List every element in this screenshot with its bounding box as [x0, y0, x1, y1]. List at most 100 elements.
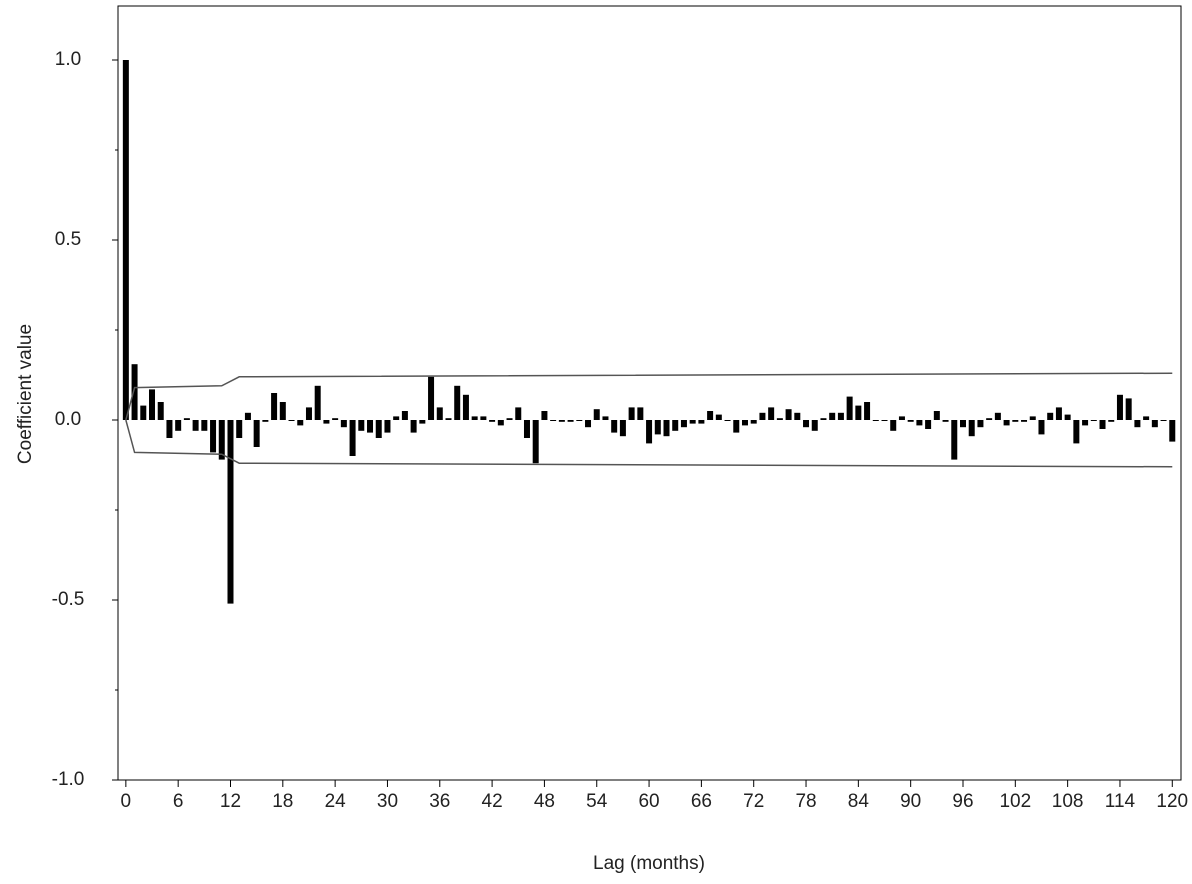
bar [672, 420, 679, 431]
bar [1055, 407, 1062, 420]
bar [759, 412, 766, 420]
bar [794, 412, 801, 420]
bar [1090, 420, 1097, 421]
bar [1116, 394, 1123, 420]
bar [593, 409, 600, 420]
bar [471, 416, 478, 420]
bar [489, 420, 496, 422]
bar [210, 420, 217, 453]
bar [166, 420, 173, 438]
bar [1073, 420, 1080, 444]
bar [803, 420, 810, 428]
x-tick-label: 42 [482, 791, 503, 812]
bar [750, 420, 757, 424]
y-tick-label: -1.0 [52, 769, 85, 790]
bar [1143, 416, 1150, 420]
bar [149, 389, 156, 420]
bar [890, 420, 897, 431]
bar [1082, 420, 1089, 426]
bar [288, 420, 295, 421]
bar [218, 420, 225, 460]
bar [1003, 420, 1010, 426]
bar [367, 420, 374, 433]
bar [654, 420, 661, 435]
x-tick-label: 72 [743, 791, 764, 812]
bar [541, 411, 548, 420]
bar [1021, 420, 1028, 422]
bar [951, 420, 958, 460]
x-tick-label: 66 [691, 791, 712, 812]
bar [724, 420, 731, 421]
bar [497, 420, 504, 426]
bar [567, 420, 574, 422]
bar [271, 393, 278, 420]
x-tick-label: 54 [586, 791, 608, 812]
bar [253, 420, 260, 447]
bar [131, 364, 138, 420]
bar [925, 420, 932, 429]
bar [1160, 420, 1167, 421]
bar [829, 412, 836, 420]
bar [375, 420, 382, 438]
confidence-band [125, 372, 1173, 421]
bar [1064, 414, 1071, 420]
bar [1029, 416, 1036, 420]
bar [244, 412, 251, 420]
bar [279, 402, 286, 420]
bar [515, 407, 522, 420]
bar [454, 385, 461, 420]
bar [1108, 420, 1115, 422]
x-tick-label: 36 [429, 791, 450, 812]
bar [933, 411, 940, 420]
bar [916, 420, 923, 426]
bar [707, 411, 714, 420]
bar [986, 418, 993, 420]
bar [297, 420, 304, 426]
x-tick-label: 114 [1105, 791, 1136, 812]
bar [768, 407, 775, 420]
bar [585, 420, 592, 428]
plot-frame [117, 5, 1182, 781]
bar [401, 411, 408, 420]
bar [733, 420, 740, 433]
x-tick-label: 12 [220, 791, 241, 812]
bar [393, 416, 400, 420]
bar [323, 420, 330, 424]
bar [384, 420, 391, 433]
x-tick-label: 0 [121, 791, 132, 812]
x-tick-label: 24 [325, 791, 347, 812]
bar [785, 409, 792, 420]
bar [602, 416, 609, 420]
bar [611, 420, 618, 433]
bar [864, 402, 871, 420]
bar [175, 420, 182, 431]
bar [698, 420, 705, 424]
bar [140, 405, 147, 420]
bar [1012, 420, 1019, 422]
bar [820, 418, 827, 420]
bar [550, 420, 557, 421]
y-tick-label: 0.0 [55, 409, 81, 430]
bar [872, 420, 879, 421]
bar [227, 420, 234, 604]
confidence-band [125, 419, 1173, 468]
bar [201, 420, 208, 431]
bar [340, 420, 347, 428]
bar [680, 420, 687, 428]
x-tick-label: 18 [272, 791, 293, 812]
bar [959, 420, 966, 428]
bar [419, 420, 426, 424]
bar [314, 385, 321, 420]
y-tick-label: 0.5 [55, 229, 81, 250]
bar [358, 420, 365, 431]
bar [846, 396, 853, 420]
x-tick-label: 84 [848, 791, 870, 812]
x-tick-label: 48 [534, 791, 555, 812]
bar [776, 418, 783, 420]
bar [523, 420, 530, 438]
x-tick-label: 120 [1156, 791, 1188, 812]
bar [898, 416, 905, 420]
bar [715, 414, 722, 420]
bar [1038, 420, 1045, 435]
